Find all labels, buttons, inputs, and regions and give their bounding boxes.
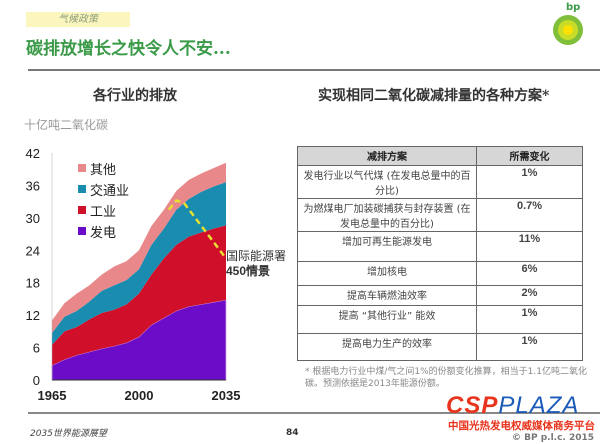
bp-logo-text: bp xyxy=(566,2,581,13)
y-axis-unit: 十亿吨二氧化碳 xyxy=(24,118,109,132)
page-number: 84 xyxy=(286,428,299,438)
x-tick-label: 2035 xyxy=(212,388,241,403)
table-row: 增加可再生能源发电 11% xyxy=(297,231,583,262)
change-cell: 1% xyxy=(476,305,583,334)
divider xyxy=(28,412,600,414)
x-tick-label: 1965 xyxy=(38,388,67,403)
table-row: 提高车辆燃油效率 2% xyxy=(297,285,583,306)
options-table: 减排方案 所需变化 发电行业以气代煤 (在发电总量中的百分比) 1% 为燃煤电厂加装… xyxy=(297,146,583,361)
watermark-logo: CSPPLAZA xyxy=(446,393,579,419)
change-cell: 11% xyxy=(476,231,583,262)
header-option: 减排方案 xyxy=(297,146,477,166)
change-cell: 0.7% xyxy=(476,198,583,232)
y-tick-label: 30 xyxy=(26,211,40,226)
watermark-text: 中国光热发电权威媒体商务平台 xyxy=(448,420,595,432)
legend-label: 发电 xyxy=(90,225,116,240)
option-cell: 提高车辆燃油效率 xyxy=(297,285,477,306)
legend-label: 其他 xyxy=(90,162,116,177)
legend-label: 交通业 xyxy=(90,183,129,198)
y-tick-label: 36 xyxy=(26,178,40,193)
y-tick-label: 6 xyxy=(33,341,40,356)
watermark-logo-b: PLAZA xyxy=(498,392,580,419)
legend-swatch xyxy=(78,227,86,235)
legend-swatch xyxy=(78,164,86,172)
option-cell: 为燃煤电厂加装碳捕获与封存装置 (在发电总量中的百分比) xyxy=(297,198,477,232)
y-tick-label: 12 xyxy=(26,308,40,323)
table-row: 增加核电 6% xyxy=(297,261,583,286)
emissions-chart: 0 6 12 18 24 30 36 42 1965 2000 2035 其他交通业工业发电国际能源署… xyxy=(26,146,286,403)
chart-subtitle: 各行业的排放 xyxy=(93,88,177,104)
section-tag: 气候政策 xyxy=(26,12,130,27)
change-cell: 1% xyxy=(476,333,583,361)
y-tick-label: 42 xyxy=(26,146,40,161)
footnote: * 根据电力行业中煤/气之间1%的份额变化推算，相当于1.1亿吨二氧化碳。预测依… xyxy=(305,367,587,389)
y-tick-label: 0 xyxy=(33,373,40,388)
divider xyxy=(28,69,600,71)
page-title: 碳排放增长之快令人不安... xyxy=(26,39,231,59)
watermark-logo-a: CSP xyxy=(446,392,499,419)
area-transport xyxy=(52,182,226,345)
scenario-450-line xyxy=(167,199,227,260)
change-cell: 6% xyxy=(476,261,583,286)
legend-swatch xyxy=(78,185,86,193)
option-cell: 提高 “其他行业” 能效 xyxy=(297,305,477,334)
area-industry xyxy=(52,225,226,366)
table-row: 发电行业以气代煤 (在发电总量中的百分比) 1% xyxy=(297,165,583,199)
legend-label: 工业 xyxy=(90,204,116,219)
y-tick-label: 24 xyxy=(26,243,40,258)
scenario-label-2: 450情景 xyxy=(226,263,270,278)
option-cell: 发电行业以气代煤 (在发电总量中的百分比) xyxy=(297,165,477,199)
header-change: 所需变化 xyxy=(476,146,583,166)
table-row: 提高电力生产的效率 1% xyxy=(297,333,583,361)
option-cell: 增加核电 xyxy=(297,261,477,286)
copyright: © BP p.l.c. 2015 xyxy=(512,433,595,443)
table-row: 为燃煤电厂加装碳捕获与封存装置 (在发电总量中的百分比) 0.7% xyxy=(297,198,583,232)
y-tick-label: 18 xyxy=(26,276,40,291)
scenario-label: 国际能源署 xyxy=(226,249,286,263)
option-cell: 提高电力生产的效率 xyxy=(297,333,477,361)
table-row: 提高 “其他行业” 能效 1% xyxy=(297,305,583,334)
change-cell: 2% xyxy=(476,285,583,306)
option-cell: 增加可再生能源发电 xyxy=(297,231,477,262)
x-tick-label: 2000 xyxy=(125,388,154,403)
change-cell: 1% xyxy=(476,165,583,199)
table-subtitle: 实现相同二氧化碳减排量的各种方案* xyxy=(318,88,550,104)
footer-source: 2035世界能源展望 xyxy=(30,429,107,439)
bp-logo-icon xyxy=(548,6,588,46)
area-other xyxy=(52,162,226,333)
table-header-row: 减排方案 所需变化 xyxy=(297,146,583,166)
legend-swatch xyxy=(78,206,86,214)
